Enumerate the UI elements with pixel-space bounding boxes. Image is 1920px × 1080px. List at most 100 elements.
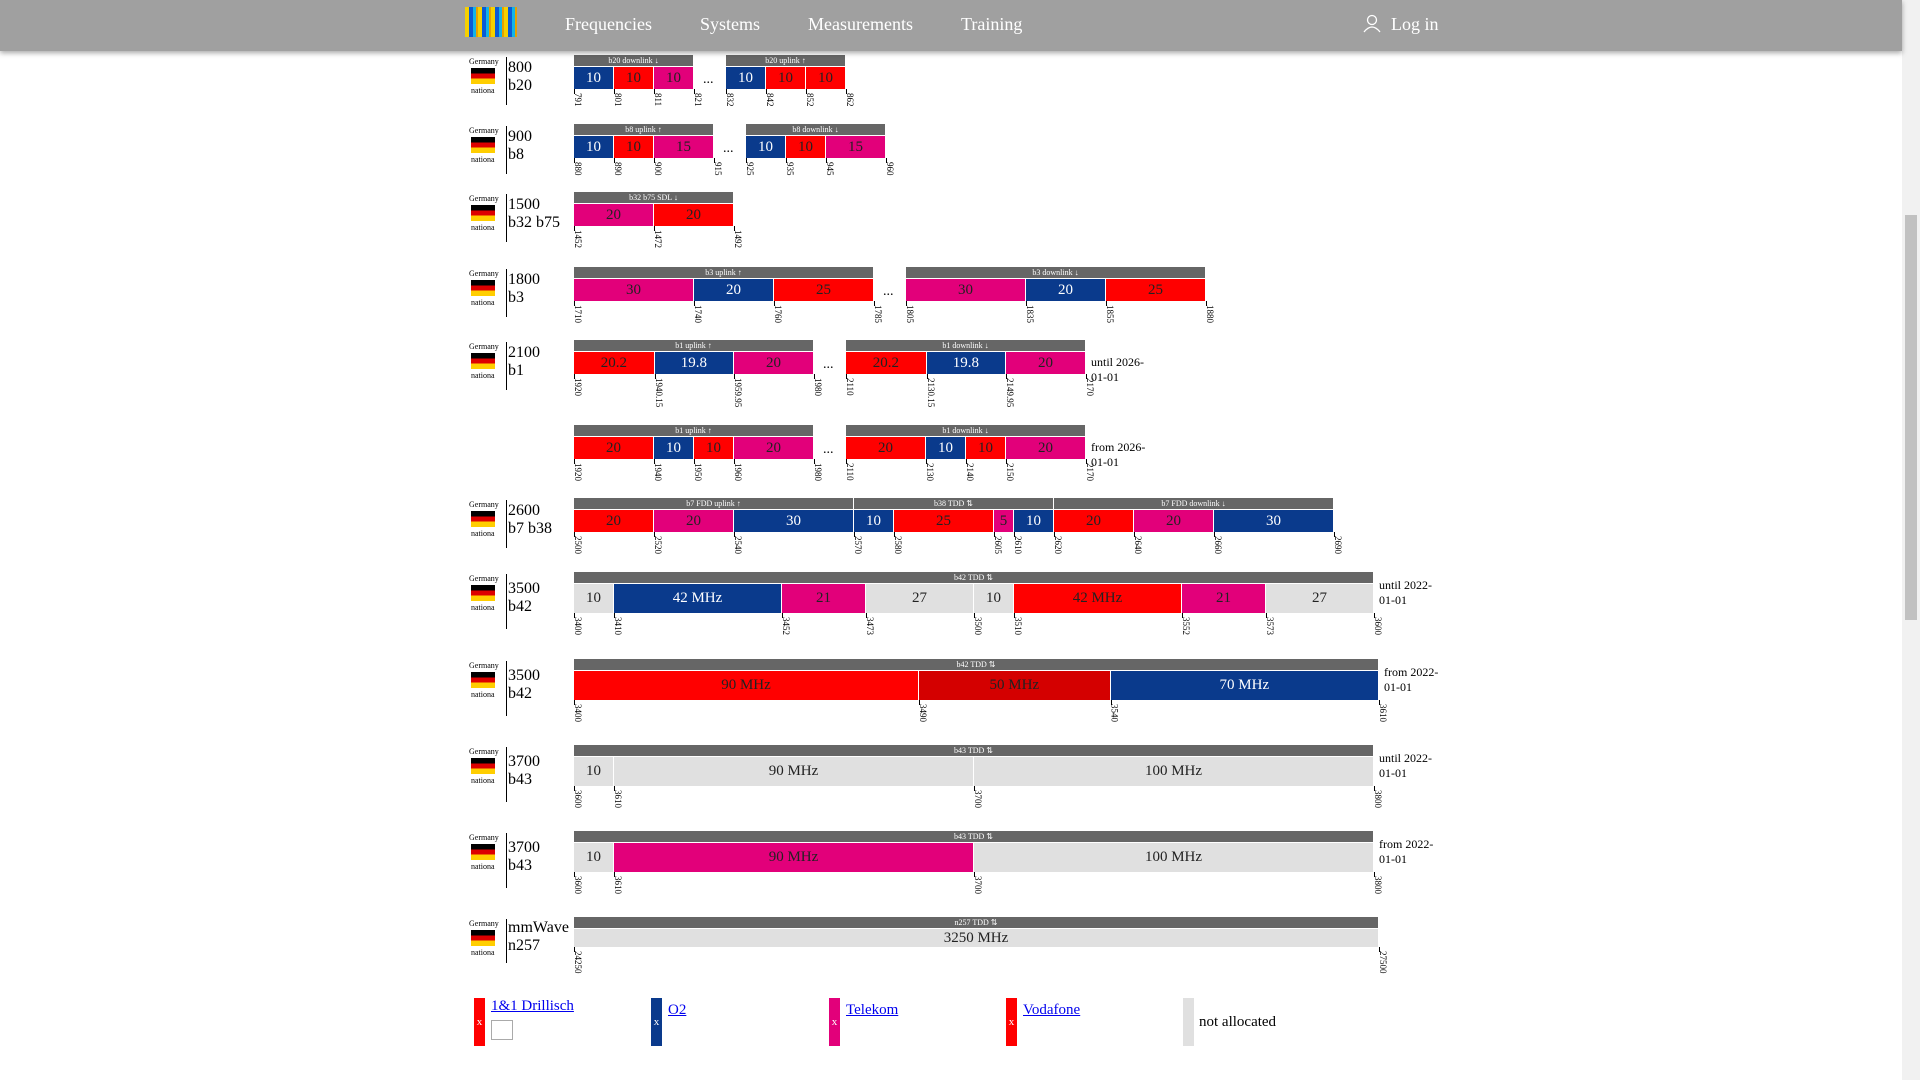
frequency: 3700 (508, 838, 540, 856)
legend-link[interactable]: O2 (668, 1002, 687, 1018)
scrollbar-thumb[interactable] (1905, 215, 1917, 620)
allocation-block[interactable]: 20 (734, 352, 814, 374)
allocation-block[interactable]: 20 (574, 204, 654, 226)
legend-link[interactable]: Telekom (846, 1002, 899, 1018)
allocation-block[interactable]: 10 (574, 67, 614, 89)
allocation-block[interactable]: 20 (1054, 510, 1134, 532)
allocation-block[interactable]: 20 (574, 510, 654, 532)
allocation-block[interactable]: 19.8 (926, 352, 1006, 374)
operator-logo (846, 1020, 866, 1038)
country-label: Germany (469, 919, 499, 928)
allocation-block[interactable]: 30 (906, 279, 1026, 301)
allocation-block[interactable]: 10 (614, 136, 654, 158)
legend-link[interactable]: Vodafone (1023, 1002, 1081, 1018)
band: b7 b38 (508, 520, 552, 537)
band: b42 (508, 684, 532, 702)
allocation-block[interactable]: 10 (574, 757, 614, 786)
allocation-block[interactable]: 20.2 (574, 352, 655, 374)
allocation-block[interactable]: 10 (766, 67, 806, 89)
allocation-block[interactable]: 10 (574, 584, 614, 613)
allocation-block[interactable]: 20 (734, 437, 814, 459)
allocation-block[interactable]: 10 (1014, 510, 1054, 532)
allocation-block[interactable]: 25 (894, 510, 994, 532)
allocation-block[interactable]: 10 (726, 67, 766, 89)
allocation-block[interactable]: 30 (734, 510, 854, 532)
tick (846, 459, 847, 464)
allocation-block[interactable]: 10 (654, 67, 694, 89)
allocation-block[interactable]: 90 MHz (614, 757, 974, 786)
allocation-block[interactable]: 42 MHz (614, 584, 782, 613)
allocation-block[interactable]: 50 MHz (919, 671, 1111, 700)
allocation-block[interactable]: 10 (926, 437, 966, 459)
login-link[interactable]: Log in (1391, 14, 1439, 34)
nav-link[interactable]: Measurements (808, 14, 913, 34)
nav-link[interactable]: Systems (700, 14, 761, 34)
divider (506, 194, 507, 242)
tick (574, 532, 575, 537)
frequency: 800 (508, 59, 532, 76)
allocation-block[interactable]: 25 (1106, 279, 1206, 301)
tick-label: 3610 (1378, 704, 1388, 722)
user-icon[interactable] (1362, 14, 1382, 34)
allocation-block[interactable]: 15 (826, 136, 886, 158)
nav-link[interactable]: Training (961, 14, 1023, 34)
allocation-block[interactable]: 3250 MHz (574, 929, 1379, 947)
allocation-block[interactable]: 10 (654, 437, 694, 459)
allocation-block[interactable]: 10 (746, 136, 786, 158)
allocation-block[interactable]: 20 (1026, 279, 1106, 301)
allocation-block[interactable]: 27 (866, 584, 974, 613)
allocation-block[interactable]: 20 (1134, 510, 1214, 532)
legend-swatch[interactable]: x (829, 998, 840, 1046)
allocation-block[interactable]: 10 (694, 437, 734, 459)
tick-label: 2540 (733, 536, 743, 554)
allocation-block[interactable]: 10 (574, 843, 614, 872)
allocation-block[interactable]: 20 (846, 437, 926, 459)
allocation-block[interactable]: 20 (1006, 437, 1086, 459)
legend-swatch[interactable]: x (474, 998, 485, 1046)
allocation-block[interactable]: 19.8 (654, 352, 734, 374)
tick-label: 27500 (1378, 951, 1388, 974)
nav-link[interactable]: Frequencies (565, 14, 652, 34)
country-label: Germany (469, 57, 499, 66)
allocation-block[interactable]: 100 MHz (974, 843, 1374, 872)
group-header: b32 b75 SDL ↓ (574, 192, 733, 203)
allocation-block[interactable]: 27 (1266, 584, 1374, 613)
allocation-block[interactable]: 10 (974, 584, 1014, 613)
tick (574, 459, 575, 464)
allocation-block[interactable]: 10 (574, 136, 614, 158)
allocation-block[interactable]: 10 (806, 67, 846, 89)
allocation-block[interactable]: 30 (1214, 510, 1334, 532)
allocation-block[interactable]: 21 (1182, 584, 1266, 613)
allocation-block[interactable]: 20 (654, 204, 734, 226)
allocation-block[interactable]: 10 (966, 437, 1006, 459)
allocation-block[interactable]: 20 (1006, 352, 1086, 374)
group-header: b1 uplink ↑ (574, 425, 813, 436)
allocation-block[interactable]: 30 (574, 279, 694, 301)
legend-swatch[interactable]: x (1006, 998, 1017, 1046)
legend-link[interactable]: 1&1 Drillisch (491, 998, 574, 1014)
tick-label: 3800 (1373, 876, 1383, 894)
allocation-block[interactable]: 5 (994, 510, 1014, 532)
allocation-block[interactable]: 90 MHz (574, 671, 919, 700)
allocation-block[interactable]: 10 (854, 510, 894, 532)
tick-label: 1980 (813, 463, 823, 481)
tick (806, 89, 807, 94)
allocation-block[interactable]: 20 (574, 437, 654, 459)
allocation-block[interactable]: 42 MHz (1014, 584, 1182, 613)
allocation-block[interactable]: 21 (782, 584, 866, 613)
allocation-block[interactable]: 15 (654, 136, 714, 158)
logo[interactable] (465, 7, 517, 37)
allocation-block[interactable]: 100 MHz (974, 757, 1374, 786)
allocation-block[interactable]: 20.2 (846, 352, 927, 374)
legend-swatch[interactable]: x (651, 998, 662, 1046)
allocation-block[interactable]: 20 (654, 510, 734, 532)
allocation-block[interactable]: 25 (774, 279, 874, 301)
allocation-block[interactable]: 70 MHz (1110, 671, 1379, 700)
allocation-block[interactable]: 10 (786, 136, 826, 158)
tick (726, 89, 727, 94)
tick (574, 374, 575, 379)
allocation-block[interactable]: 20 (694, 279, 774, 301)
allocation-block[interactable]: 90 MHz (614, 843, 974, 872)
allocation-block[interactable]: 10 (614, 67, 654, 89)
